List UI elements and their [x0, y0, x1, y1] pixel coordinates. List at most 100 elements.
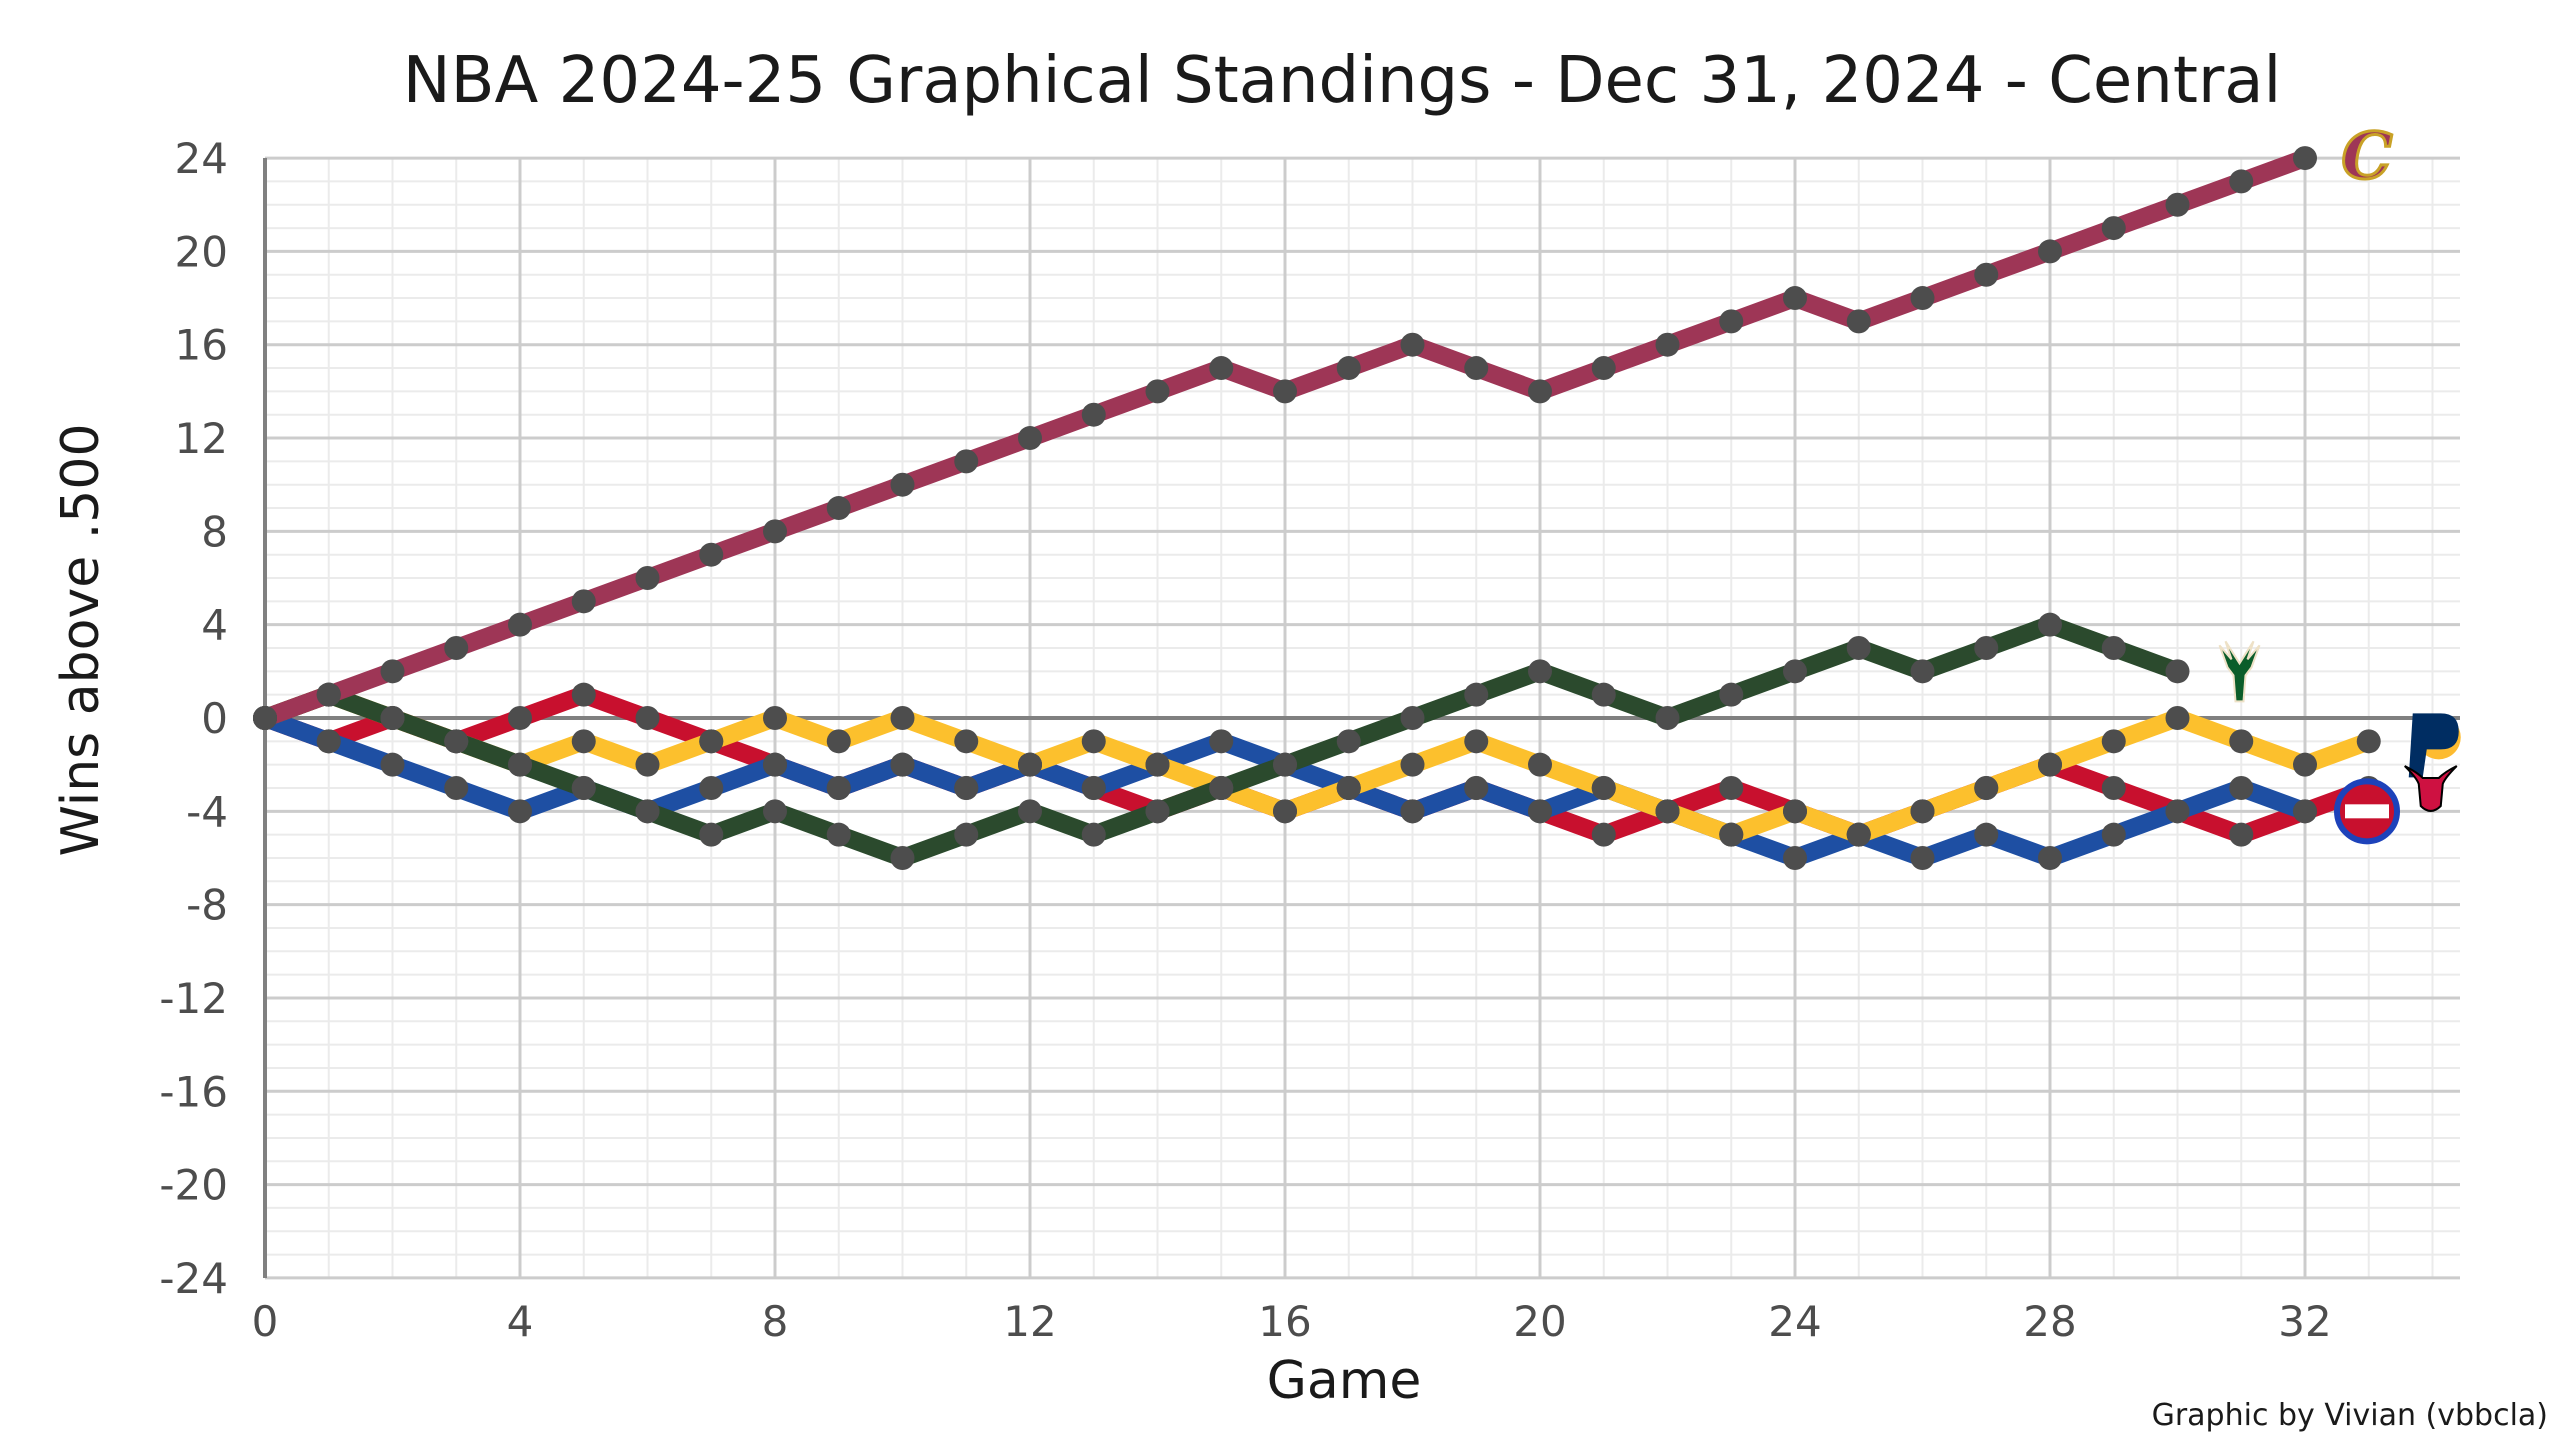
data-point-cle	[1336, 356, 1361, 381]
chart-caption: Graphic by Vivian (vbbcla)	[2152, 1398, 2548, 1433]
data-point-ind	[826, 729, 851, 754]
y-tick-label: 4	[201, 601, 228, 650]
y-tick-label: -24	[159, 1254, 228, 1303]
y-tick-label: -8	[186, 881, 228, 930]
data-point-det	[380, 752, 405, 777]
data-point-det	[2101, 822, 2126, 847]
x-tick-label: 24	[1768, 1297, 1821, 1346]
data-point-cle	[1528, 379, 1552, 404]
data-point-mil	[1783, 659, 1807, 684]
data-point-ind	[2165, 706, 2190, 730]
data-point-mil	[1910, 659, 1935, 684]
pacers-p-icon	[2408, 713, 2459, 778]
data-point-chi	[1209, 775, 1234, 800]
data-point-mil	[2101, 636, 2126, 661]
major-gridlines	[263, 156, 2460, 1280]
data-point-det	[1591, 775, 1616, 800]
data-point-cle	[571, 589, 596, 614]
data-point-cle	[826, 496, 851, 521]
data-point-mil	[1974, 636, 1999, 661]
y-tick-label: 8	[201, 507, 228, 556]
data-point-det	[508, 799, 532, 824]
data-point-cle	[2101, 216, 2126, 241]
data-point-chi	[1846, 822, 1871, 847]
data-point-chi	[763, 752, 787, 777]
logo-det-icon	[2334, 778, 2400, 845]
y-tick-label: 20	[175, 227, 228, 276]
data-point-cle	[1464, 356, 1489, 381]
data-point-ind	[2229, 729, 2254, 754]
data-point-cle	[890, 472, 915, 497]
data-point-chi	[1273, 799, 1297, 824]
y-tick-label: 16	[175, 321, 228, 370]
data-point-mil	[954, 822, 979, 847]
data-point-cle	[1273, 379, 1297, 404]
logo-ind-icon	[2408, 713, 2461, 778]
x-tick-label: 12	[1003, 1297, 1056, 1346]
y-tick-label: -20	[159, 1161, 228, 1210]
data-point-ind	[1464, 729, 1489, 754]
data-point-mil	[2038, 612, 2062, 637]
data-point-chi	[1719, 775, 1744, 800]
data-point-mil	[826, 822, 851, 847]
data-point-chi	[253, 706, 277, 730]
data-point-cle	[1719, 309, 1744, 334]
data-point-det	[1145, 752, 1170, 777]
data-point-chi	[954, 775, 979, 800]
x-tick-label: 32	[2278, 1297, 2331, 1346]
series-points	[253, 146, 2381, 870]
cavaliers-c-icon: C	[2342, 119, 2393, 194]
data-point-chi	[1974, 775, 1999, 800]
data-point-chi	[1081, 775, 1106, 800]
data-point-mil	[1336, 729, 1361, 754]
data-point-cle	[1145, 379, 1170, 404]
data-point-cle	[2165, 192, 2190, 217]
data-point-cle	[1846, 309, 1871, 334]
data-point-ind	[571, 729, 596, 754]
data-point-ind	[1081, 729, 1106, 754]
bull-head-icon	[2404, 765, 2458, 812]
data-point-cle	[1018, 426, 1042, 451]
data-point-cle	[1974, 262, 1999, 287]
data-point-cle	[2229, 169, 2254, 194]
data-point-mil	[1081, 822, 1106, 847]
data-point-det	[1910, 845, 1935, 870]
data-point-mil	[2165, 659, 2190, 684]
data-point-chi	[1464, 775, 1489, 800]
data-point-cle	[1081, 402, 1106, 427]
badge-band-icon	[2345, 804, 2389, 819]
data-point-mil	[763, 799, 787, 824]
y-tick-label: 12	[175, 414, 228, 463]
series-line-ind	[256, 685, 2378, 844]
logo-chi-icon	[2404, 765, 2458, 812]
data-point-cle	[635, 566, 660, 591]
data-point-det	[571, 775, 596, 800]
data-point-mil	[890, 845, 915, 870]
data-point-chi	[2038, 752, 2062, 777]
data-point-chi	[1655, 799, 1680, 824]
x-tick-label: 8	[762, 1297, 789, 1346]
data-point-mil	[1719, 682, 1744, 707]
data-point-cle	[380, 659, 405, 684]
data-point-ind	[890, 706, 915, 730]
data-point-chi	[380, 706, 405, 730]
data-point-chi	[890, 752, 915, 777]
data-point-chi	[444, 729, 469, 754]
data-point-chi	[2293, 799, 2317, 824]
data-point-cle	[1910, 286, 1935, 311]
data-point-mil	[699, 822, 724, 847]
data-point-ind	[2356, 729, 2381, 754]
data-point-mil	[1655, 706, 1680, 730]
data-point-chi	[2229, 822, 2254, 847]
data-point-mil	[1846, 636, 1871, 661]
data-point-det	[1719, 822, 1744, 847]
data-point-mil	[1018, 799, 1042, 824]
data-point-det	[1273, 752, 1297, 777]
data-point-chi	[635, 706, 660, 730]
data-point-mil	[1400, 706, 1425, 730]
y-tick-label: -12	[159, 974, 228, 1023]
data-point-det	[699, 775, 724, 800]
data-point-cle	[1400, 332, 1425, 357]
x-tick-label: 16	[1258, 1297, 1311, 1346]
